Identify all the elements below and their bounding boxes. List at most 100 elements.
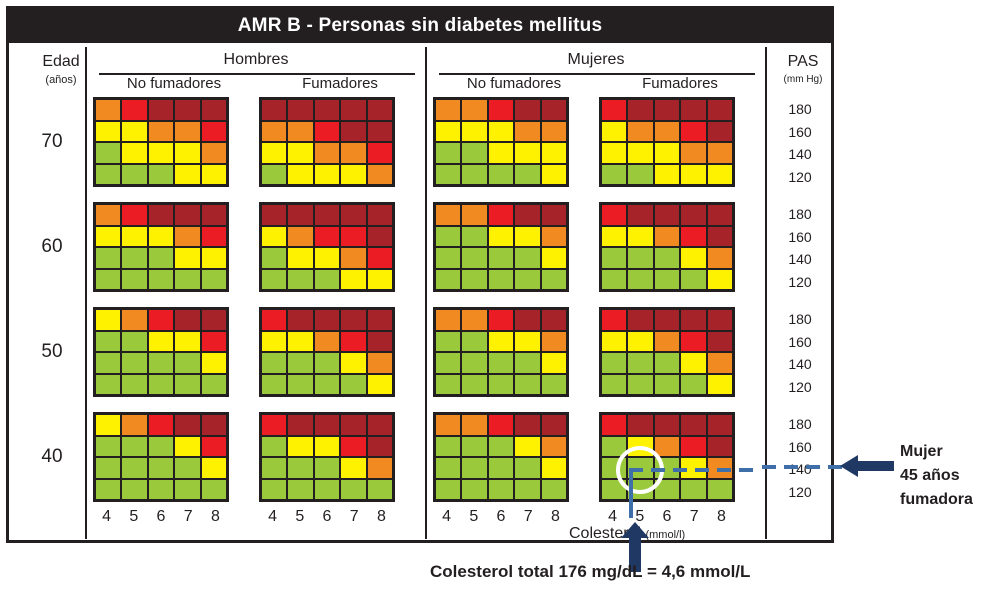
risk-cell[interactable]: [366, 204, 393, 226]
risk-cell[interactable]: [121, 457, 148, 479]
risk-cell[interactable]: [653, 204, 681, 226]
risk-cell[interactable]: [435, 120, 462, 142]
risk-cell[interactable]: [461, 478, 488, 500]
risk-cell[interactable]: [514, 247, 541, 269]
risk-cell[interactable]: [653, 99, 681, 121]
risk-cell[interactable]: [653, 414, 681, 436]
risk-cell[interactable]: [200, 414, 227, 436]
risk-cell[interactable]: [200, 478, 227, 500]
risk-cell[interactable]: [680, 225, 707, 247]
risk-cell[interactable]: [540, 99, 567, 121]
risk-cell[interactable]: [601, 309, 628, 331]
risk-cell[interactable]: [340, 352, 367, 374]
risk-cell[interactable]: [147, 268, 175, 290]
risk-cell[interactable]: [366, 99, 393, 121]
risk-cell[interactable]: [487, 204, 515, 226]
risk-cell[interactable]: [540, 268, 567, 290]
risk-cell[interactable]: [121, 268, 148, 290]
risk-cell[interactable]: [313, 268, 341, 290]
risk-cell[interactable]: [540, 142, 567, 164]
risk-cell[interactable]: [627, 414, 654, 436]
risk-cell[interactable]: [706, 99, 733, 121]
risk-cell[interactable]: [366, 373, 393, 395]
risk-cell[interactable]: [261, 414, 288, 436]
risk-cell[interactable]: [313, 373, 341, 395]
risk-cell[interactable]: [627, 225, 654, 247]
risk-cell[interactable]: [487, 414, 515, 436]
risk-cell[interactable]: [680, 414, 707, 436]
risk-cell[interactable]: [680, 99, 707, 121]
risk-cell[interactable]: [287, 435, 314, 457]
risk-cell[interactable]: [627, 120, 654, 142]
risk-cell[interactable]: [340, 457, 367, 479]
risk-cell[interactable]: [514, 330, 541, 352]
risk-cell[interactable]: [366, 225, 393, 247]
risk-cell[interactable]: [487, 352, 515, 374]
risk-cell[interactable]: [261, 309, 288, 331]
risk-cell[interactable]: [340, 268, 367, 290]
risk-cell[interactable]: [121, 120, 148, 142]
risk-cell[interactable]: [627, 373, 654, 395]
risk-cell[interactable]: [313, 247, 341, 269]
risk-cell[interactable]: [174, 204, 201, 226]
risk-cell[interactable]: [680, 268, 707, 290]
risk-cell[interactable]: [435, 99, 462, 121]
risk-cell[interactable]: [435, 478, 462, 500]
risk-cell[interactable]: [147, 247, 175, 269]
risk-cell[interactable]: [680, 330, 707, 352]
risk-cell[interactable]: [514, 268, 541, 290]
risk-cell[interactable]: [487, 478, 515, 500]
risk-cell[interactable]: [200, 373, 227, 395]
risk-cell[interactable]: [174, 373, 201, 395]
risk-cell[interactable]: [340, 247, 367, 269]
risk-cell[interactable]: [601, 99, 628, 121]
risk-cell[interactable]: [706, 373, 733, 395]
risk-cell[interactable]: [601, 163, 628, 185]
risk-cell[interactable]: [174, 268, 201, 290]
risk-cell[interactable]: [147, 225, 175, 247]
risk-cell[interactable]: [147, 457, 175, 479]
risk-cell[interactable]: [601, 435, 628, 457]
risk-cell[interactable]: [147, 204, 175, 226]
risk-cell[interactable]: [121, 204, 148, 226]
risk-cell[interactable]: [461, 247, 488, 269]
risk-cell[interactable]: [653, 309, 681, 331]
risk-cell[interactable]: [121, 99, 148, 121]
risk-cell[interactable]: [366, 352, 393, 374]
risk-cell[interactable]: [487, 330, 515, 352]
risk-cell[interactable]: [461, 457, 488, 479]
risk-cell[interactable]: [487, 142, 515, 164]
risk-cell[interactable]: [366, 268, 393, 290]
risk-cell[interactable]: [313, 330, 341, 352]
risk-cell[interactable]: [313, 204, 341, 226]
risk-cell[interactable]: [706, 204, 733, 226]
risk-cell[interactable]: [200, 99, 227, 121]
risk-cell[interactable]: [366, 309, 393, 331]
risk-cell[interactable]: [540, 435, 567, 457]
risk-cell[interactable]: [601, 120, 628, 142]
risk-cell[interactable]: [653, 352, 681, 374]
risk-cell[interactable]: [461, 352, 488, 374]
risk-cell[interactable]: [540, 225, 567, 247]
risk-cell[interactable]: [95, 142, 122, 164]
risk-cell[interactable]: [435, 309, 462, 331]
risk-cell[interactable]: [540, 457, 567, 479]
risk-cell[interactable]: [706, 457, 733, 479]
risk-cell[interactable]: [514, 435, 541, 457]
risk-cell[interactable]: [601, 204, 628, 226]
risk-cell[interactable]: [366, 163, 393, 185]
risk-cell[interactable]: [174, 163, 201, 185]
risk-cell[interactable]: [601, 414, 628, 436]
risk-cell[interactable]: [653, 435, 681, 457]
risk-cell[interactable]: [174, 457, 201, 479]
risk-cell[interactable]: [121, 330, 148, 352]
risk-cell[interactable]: [340, 414, 367, 436]
risk-cell[interactable]: [680, 163, 707, 185]
risk-cell[interactable]: [680, 373, 707, 395]
risk-cell[interactable]: [487, 268, 515, 290]
risk-cell[interactable]: [340, 225, 367, 247]
risk-cell[interactable]: [366, 414, 393, 436]
risk-cell[interactable]: [653, 247, 681, 269]
risk-cell[interactable]: [601, 268, 628, 290]
risk-cell[interactable]: [261, 352, 288, 374]
